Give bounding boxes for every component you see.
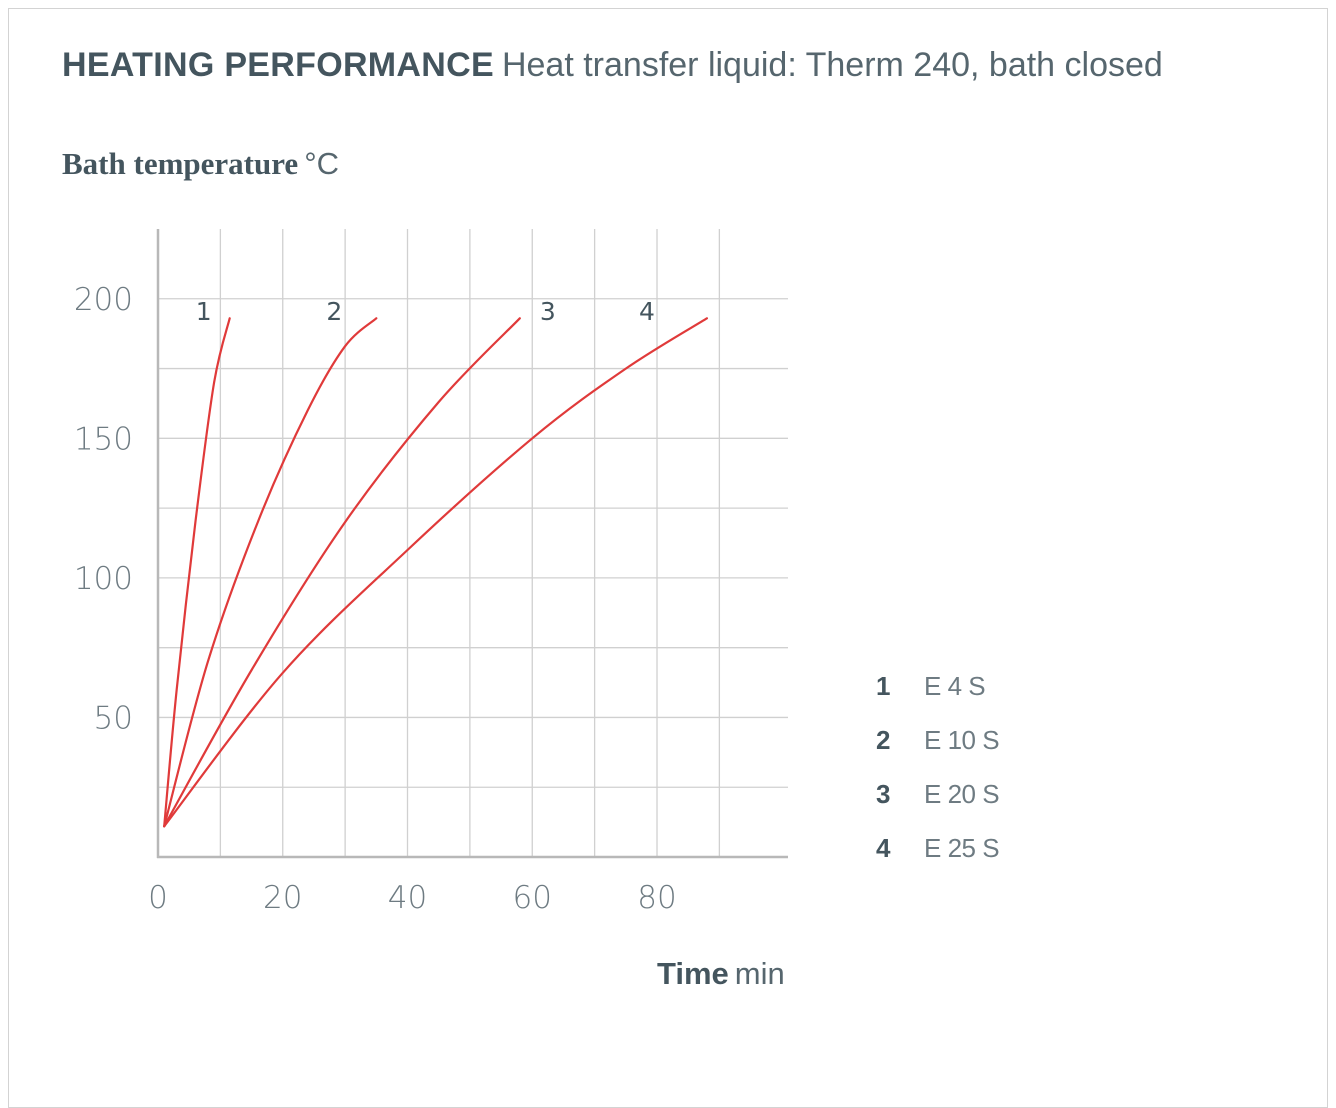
x-tick-label: 20 bbox=[263, 880, 302, 916]
x-tick-label: 40 bbox=[388, 880, 427, 916]
heating-performance-chart: 50 100 150 200 0 20 40 60 80 1 2 3 4 bbox=[74, 229, 788, 916]
legend: 1 E 4 S 2 E 10 S 3 E 20 S 4 E 25 S bbox=[876, 668, 1136, 884]
x-tick-label: 0 bbox=[148, 880, 168, 916]
y-axis-unit: °C bbox=[304, 146, 339, 181]
x-axis-label-text: Time bbox=[657, 956, 729, 991]
legend-name: E 10 S bbox=[924, 725, 1000, 755]
y-axis-label: Bath temperature °C bbox=[62, 146, 339, 182]
series-line-4 bbox=[163, 317, 708, 828]
x-tick-label: 60 bbox=[513, 880, 552, 916]
series-line-1 bbox=[163, 317, 231, 828]
legend-name: E 25 S bbox=[924, 833, 1000, 863]
legend-name: E 20 S bbox=[924, 779, 1000, 809]
series-label-3: 3 bbox=[540, 297, 556, 326]
y-tick-label: 200 bbox=[74, 282, 133, 318]
x-axis-unit: min bbox=[734, 956, 785, 991]
y-tick-label: 100 bbox=[74, 561, 133, 597]
series-label-4: 4 bbox=[639, 297, 655, 326]
series-line-2 bbox=[163, 317, 378, 828]
x-axis-label: Time min bbox=[657, 956, 785, 992]
legend-number: 1 bbox=[876, 671, 891, 701]
y-tick-label: 50 bbox=[94, 700, 133, 736]
series-line-3 bbox=[163, 317, 521, 828]
legend-item-4: 4 E 25 S bbox=[876, 830, 1136, 884]
chart-title-main: HEATING PERFORMANCE bbox=[62, 46, 494, 84]
chart-title: HEATING PERFORMANCE Heat transfer liquid:… bbox=[62, 46, 1163, 85]
legend-name: E 4 S bbox=[924, 671, 986, 701]
y-axis-label-text: Bath temperature bbox=[62, 146, 299, 181]
x-tick-label: 80 bbox=[637, 880, 676, 916]
legend-number: 3 bbox=[876, 779, 891, 809]
y-tick-label: 150 bbox=[74, 421, 133, 457]
series-label-1: 1 bbox=[196, 297, 212, 326]
series-label-2: 2 bbox=[326, 297, 342, 326]
legend-item-1: 1 E 4 S bbox=[876, 668, 1136, 722]
legend-number: 2 bbox=[876, 725, 891, 755]
legend-item-3: 3 E 20 S bbox=[876, 776, 1136, 830]
legend-number: 4 bbox=[876, 833, 891, 863]
chart-subtitle: Heat transfer liquid: Therm 240, bath cl… bbox=[501, 46, 1163, 84]
legend-item-2: 2 E 10 S bbox=[876, 722, 1136, 776]
